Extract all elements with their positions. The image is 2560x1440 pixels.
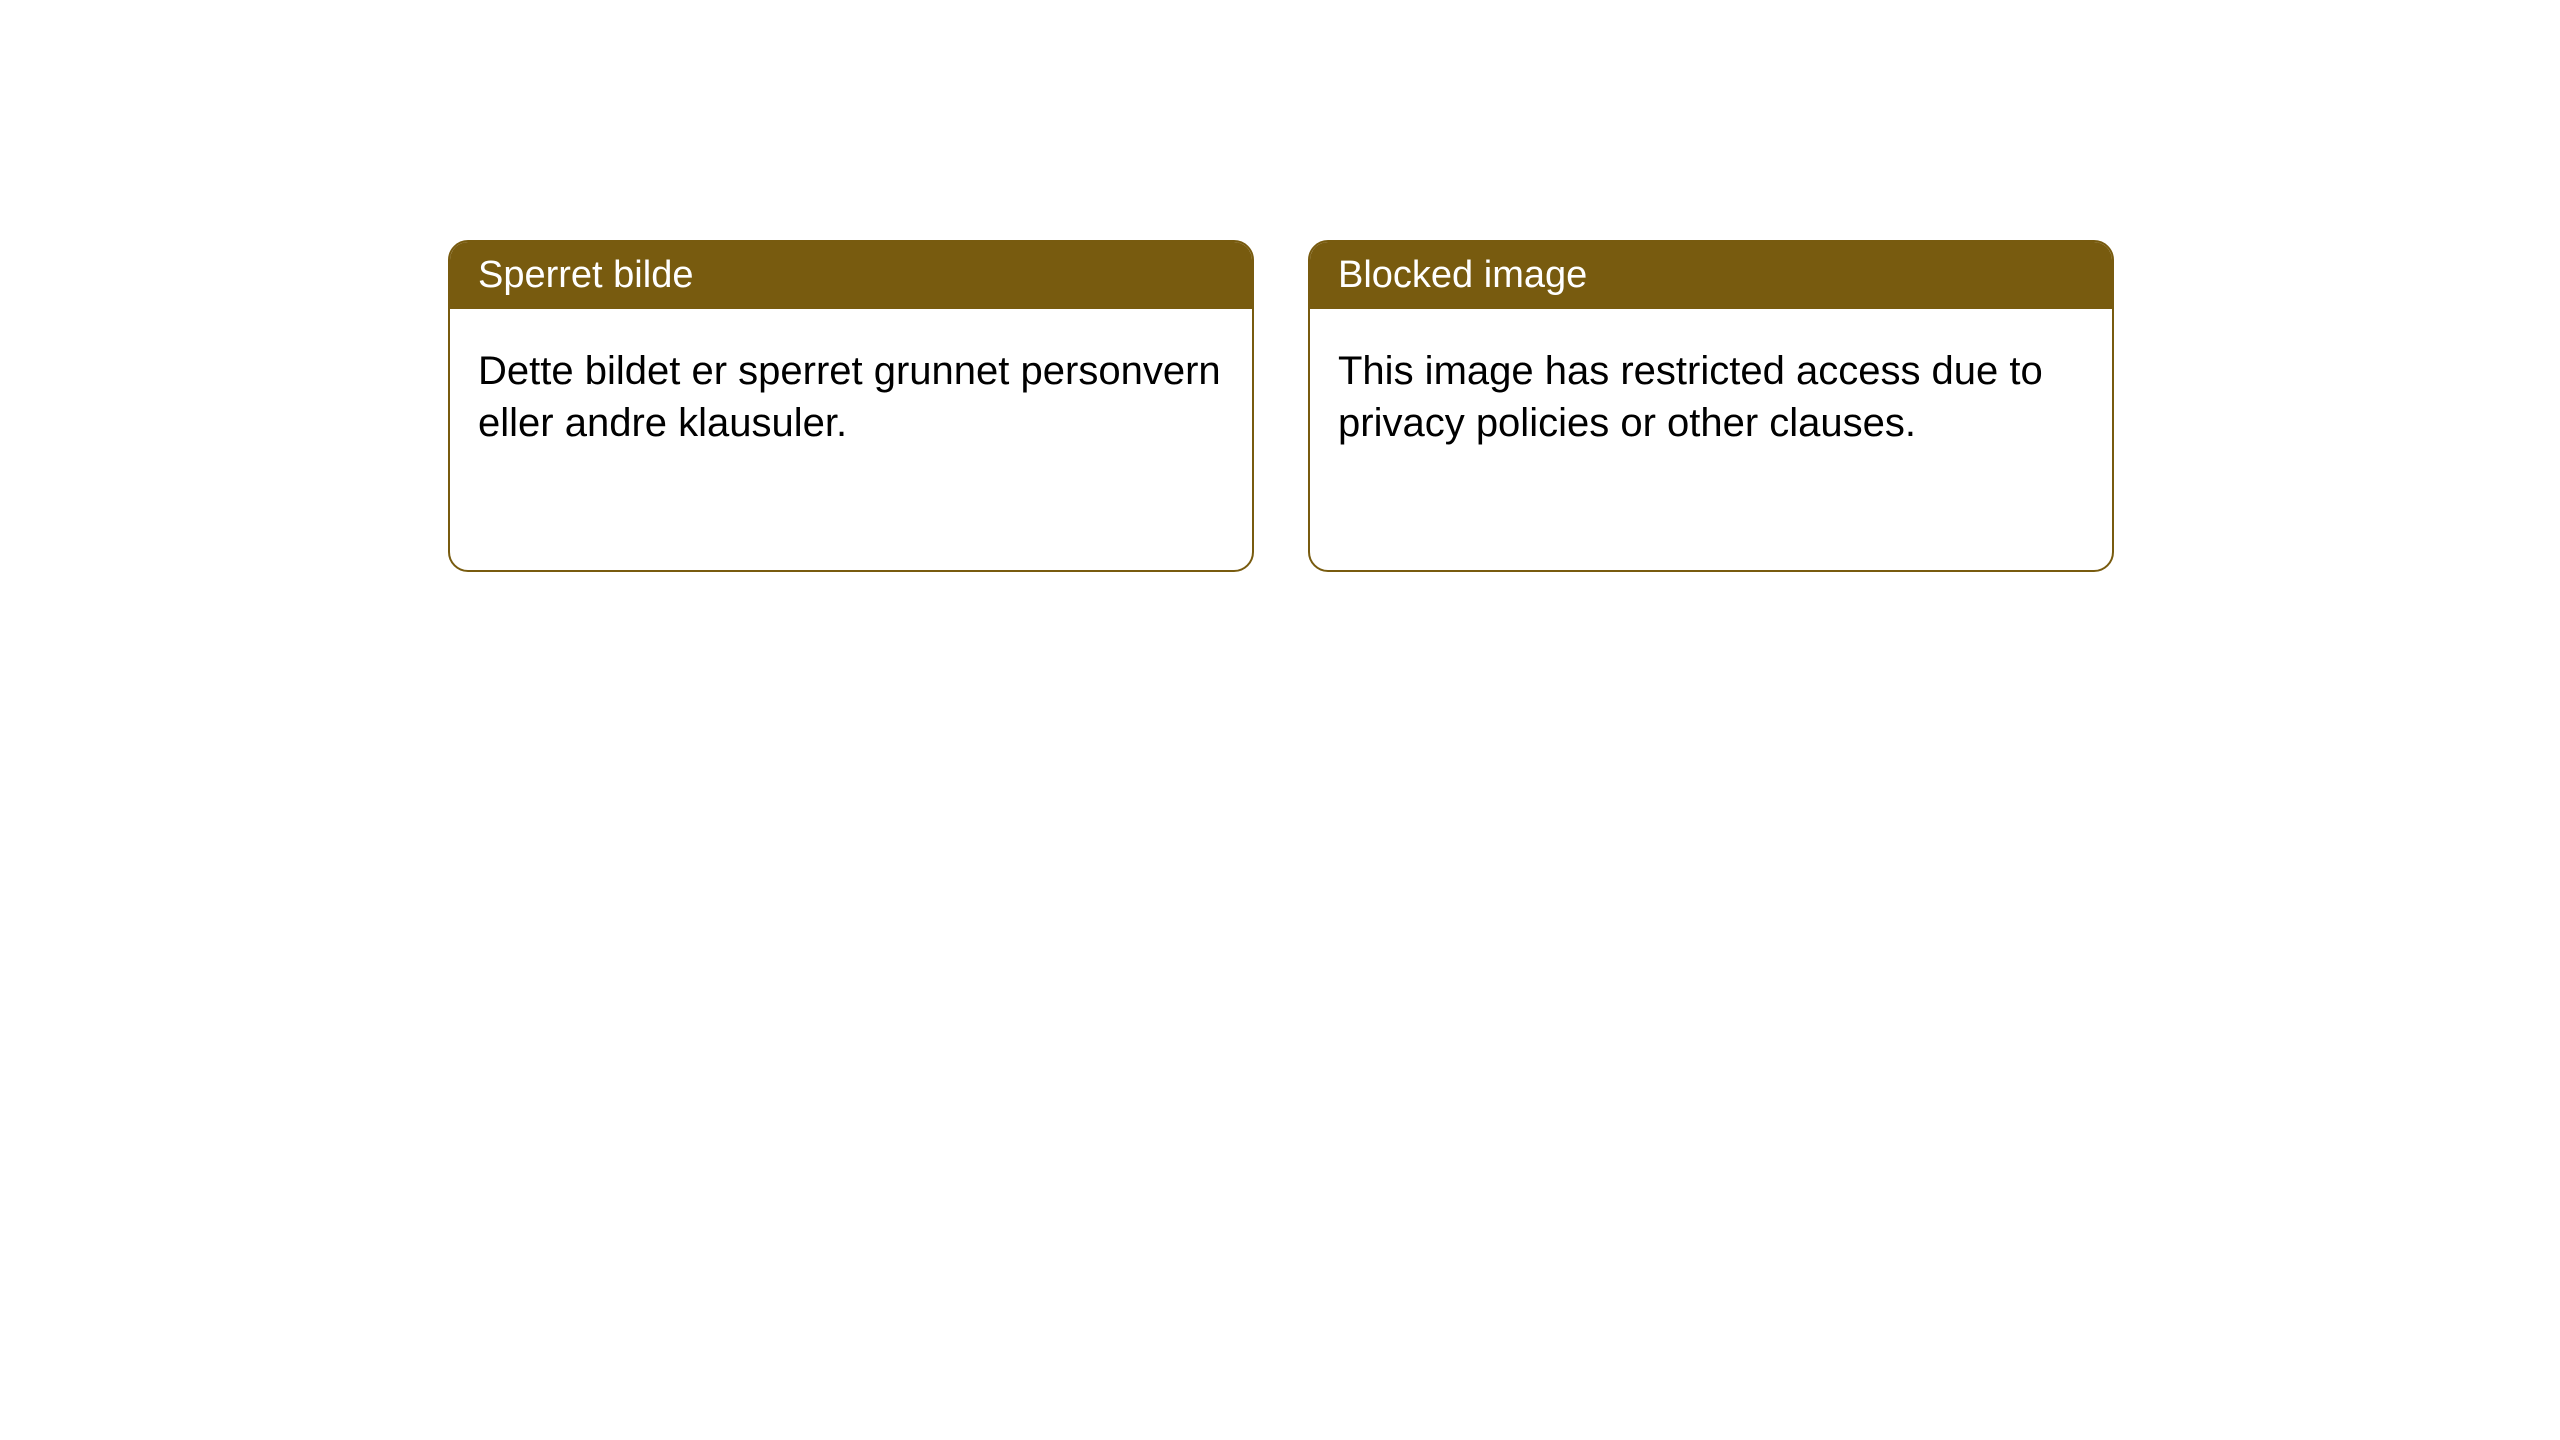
card-message-en: This image has restricted access due to … [1338,349,2043,445]
blocked-image-card-en: Blocked image This image has restricted … [1308,240,2114,572]
blocked-image-card-no: Sperret bilde Dette bildet er sperret gr… [448,240,1254,572]
card-header-en: Blocked image [1310,242,2112,309]
card-title-en: Blocked image [1338,254,1587,296]
card-body-en: This image has restricted access due to … [1310,309,2112,485]
notice-cards-container: Sperret bilde Dette bildet er sperret gr… [0,0,2560,572]
card-message-no: Dette bildet er sperret grunnet personve… [478,349,1221,445]
card-body-no: Dette bildet er sperret grunnet personve… [450,309,1252,485]
card-title-no: Sperret bilde [478,254,693,296]
card-header-no: Sperret bilde [450,242,1252,309]
